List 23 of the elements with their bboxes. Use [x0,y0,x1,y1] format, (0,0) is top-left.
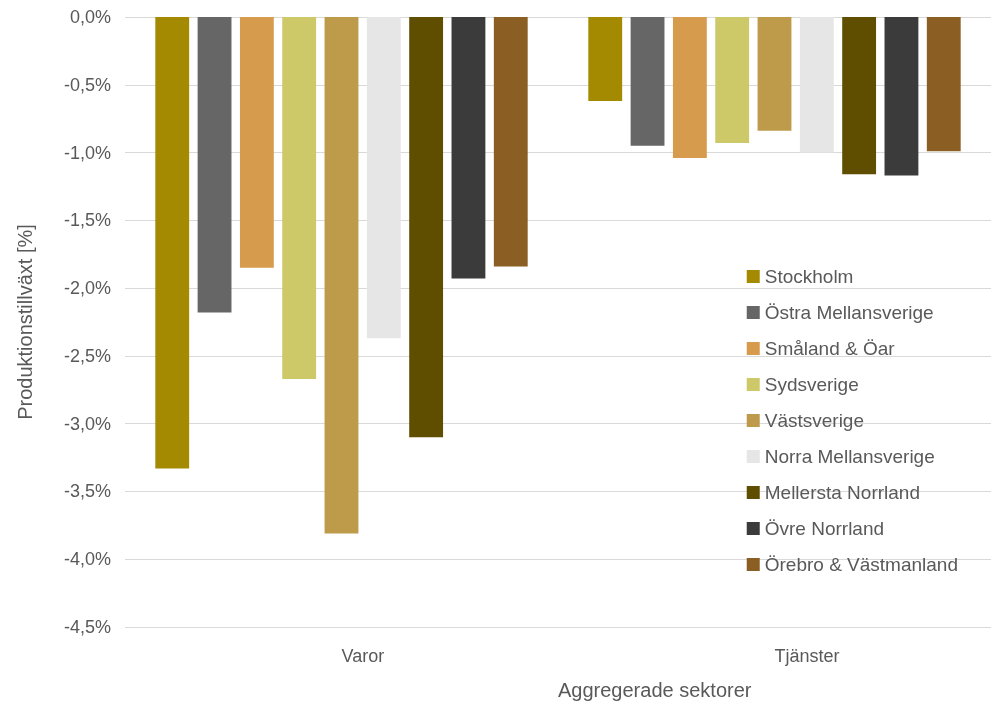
legend-label: Västsverige [764,410,865,431]
legend-label: Stockholm [764,266,854,287]
y-axis-title: Produktionstillväxt [%] [14,224,36,420]
legend-label: Norra Mellansverige [764,446,935,467]
legend-label: Östra Mellansverige [764,302,934,323]
legend-label: Övre Norrland [764,518,885,539]
y-tick-label: 0,0% [69,7,111,27]
legend-label: Småland & Öar [764,338,896,359]
y-tick-label: -1,0% [63,142,111,163]
y-tick-label: -2,5% [63,345,111,366]
y-tick-label: -1,5% [63,210,111,231]
y-tick-label: -4,0% [63,549,111,570]
legend-label: Mellersta Norrland [764,482,920,503]
y-tick-label: -4,5% [63,617,111,637]
x-tick-label: Tjänster [774,646,840,666]
y-tick-label: -3,0% [63,413,111,434]
x-axis-title: Aggregerade sektorer [558,679,752,701]
y-tick-label: -2,0% [63,278,111,299]
y-tick-label: -3,5% [63,481,111,502]
x-tick-label: Varor [341,646,385,666]
y-tick-label: -0,5% [63,74,111,95]
legend-label: Sydsverige [764,374,859,395]
legend-label: Örebro & Västmanland [764,554,958,575]
